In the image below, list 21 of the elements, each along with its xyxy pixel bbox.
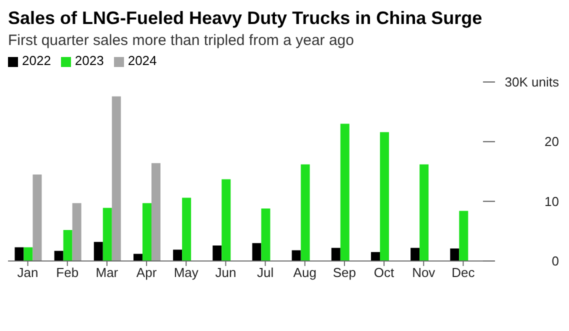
x-tick-label: May	[174, 265, 199, 280]
x-tick-label: Sep	[332, 265, 356, 280]
chart-subtitle: First quarter sales more than tripled from a year ago	[8, 32, 355, 49]
x-tick-label: Nov	[412, 265, 436, 280]
x-tick-label: Aug	[293, 265, 316, 280]
x-tick-label: Jun	[215, 265, 236, 280]
legend-label: 2023	[74, 53, 104, 68]
x-tick-label: Mar	[96, 265, 119, 280]
x-tick-label: Apr	[136, 265, 158, 280]
x-tick-label: Dec	[452, 265, 476, 280]
y-tick-label: 30K units	[504, 74, 560, 90]
chart-title: Sales of LNG-Fueled Heavy Duty Trucks in China Surge	[8, 8, 484, 29]
x-tick-label: Jul	[256, 265, 274, 280]
legend-label: 2024	[128, 53, 157, 68]
x-tick-label: Oct	[374, 265, 395, 280]
y-tick-label: 0	[552, 254, 559, 268]
x-tick-label: Jan	[17, 265, 38, 280]
x-tick-label: Feb	[56, 265, 79, 280]
y-tick-label: 10	[544, 194, 559, 209]
legend-label: 2022	[22, 53, 51, 68]
y-tick-label: 20	[544, 134, 559, 150]
